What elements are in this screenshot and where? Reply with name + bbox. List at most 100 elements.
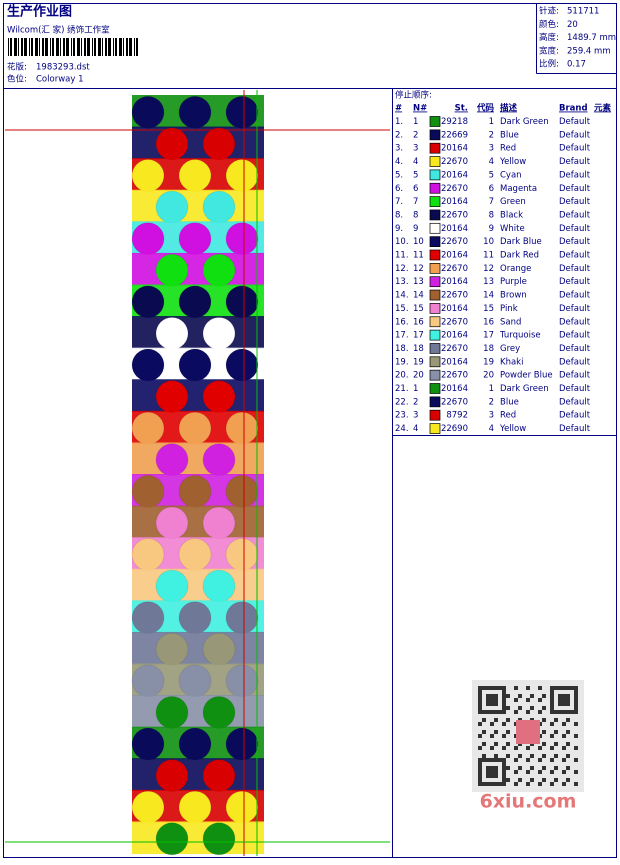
color-description: Turquoise [499, 331, 541, 341]
qr-module [490, 710, 494, 714]
stitch-count: 22690 [441, 424, 468, 434]
qr-module [550, 690, 554, 694]
qr-module [542, 778, 546, 782]
bar-stripe [21, 38, 23, 56]
qr-module [478, 694, 482, 698]
bar-stripe [24, 38, 27, 56]
color-code: 16 [483, 317, 494, 327]
qr-module [562, 758, 566, 762]
motif [178, 285, 212, 319]
motif [155, 822, 189, 856]
qr-module [494, 694, 498, 698]
color-code: 18 [483, 344, 494, 354]
qr-module [550, 758, 554, 762]
motif [178, 411, 212, 445]
summary-value: 1489.7 mm [567, 33, 616, 43]
qr-module [526, 782, 530, 786]
stitch-count: 20164 [441, 251, 468, 261]
column-header: 描述 [500, 103, 518, 114]
bar-stripe [129, 38, 132, 56]
motif [155, 759, 189, 793]
color-swatch [429, 222, 441, 234]
qr-module [486, 694, 490, 698]
qr-module [502, 694, 506, 698]
motif [178, 664, 212, 698]
qr-module [478, 702, 482, 706]
needle-number: 15 [413, 304, 424, 314]
color-swatch [429, 316, 441, 328]
row-number: 9. [395, 224, 403, 234]
qr-module [498, 686, 502, 690]
qr-module [566, 702, 570, 706]
qr-module [478, 758, 482, 762]
motif [131, 159, 165, 193]
bar-stripe [105, 38, 107, 56]
qr-module [566, 766, 570, 770]
qr-module [538, 782, 542, 786]
summary-value: 20 [567, 20, 578, 30]
qr-module [554, 766, 558, 770]
bar-stripe [45, 38, 48, 56]
motif [178, 474, 212, 508]
bar-stripe [136, 38, 138, 56]
qr-module [494, 710, 498, 714]
qr-module [502, 770, 506, 774]
row-number: 11. [395, 251, 409, 261]
needle-number: 10 [413, 237, 424, 247]
color-code: 7 [489, 197, 494, 207]
color-swatch [429, 289, 441, 301]
color-description: Blue [500, 130, 519, 140]
qr-module [478, 706, 482, 710]
row-number: 12. [395, 264, 409, 274]
qr-module [490, 782, 494, 786]
row-number: 3. [395, 144, 403, 154]
qr-module [538, 710, 542, 714]
qr-module [486, 758, 490, 762]
qr-module [566, 718, 570, 722]
color-code: 15 [483, 304, 494, 314]
qr-module [562, 746, 566, 750]
needle-number: 5 [413, 170, 418, 180]
column-header: # [395, 104, 402, 114]
row-number: 24. [395, 424, 409, 434]
qr-module [574, 702, 578, 706]
bar-stripe [50, 38, 51, 56]
bar-stripe [115, 38, 117, 56]
qr-module [562, 702, 566, 706]
qr-module [574, 770, 578, 774]
qr-module [550, 698, 554, 702]
qr-module [562, 734, 566, 738]
qr-module [506, 754, 510, 758]
qr-module [538, 686, 542, 690]
row-number: 4. [395, 157, 403, 167]
color-description: Pink [500, 304, 518, 314]
color-swatch [429, 356, 441, 368]
qr-module [478, 686, 482, 690]
stitch-count: 20164 [441, 357, 468, 367]
summary-value: 259.4 mm [567, 46, 611, 56]
color-description: Blue [500, 397, 519, 407]
color-swatch [429, 383, 441, 394]
color-description: Cyan [500, 170, 522, 180]
brand: Default [559, 424, 591, 434]
bar-stripe [8, 38, 9, 56]
color-description: Grey [500, 344, 520, 354]
needle-number: 3 [413, 144, 418, 154]
qr-module [490, 702, 494, 706]
qr-module [494, 698, 498, 702]
qr-module [502, 758, 506, 762]
motif [178, 538, 212, 572]
qr-module [542, 718, 546, 722]
needle-number: 8 [413, 210, 418, 220]
motif [155, 695, 189, 729]
qr-module [494, 782, 498, 786]
qr-module [514, 698, 518, 702]
qr-module [478, 698, 482, 702]
column-header: 元素 [594, 103, 612, 114]
color-swatch [429, 142, 441, 154]
stitch-count: 20164 [441, 304, 468, 314]
motif [131, 285, 165, 319]
fill-band [132, 821, 264, 854]
column-header: Brand [559, 104, 588, 114]
color-description: Black [500, 210, 523, 220]
